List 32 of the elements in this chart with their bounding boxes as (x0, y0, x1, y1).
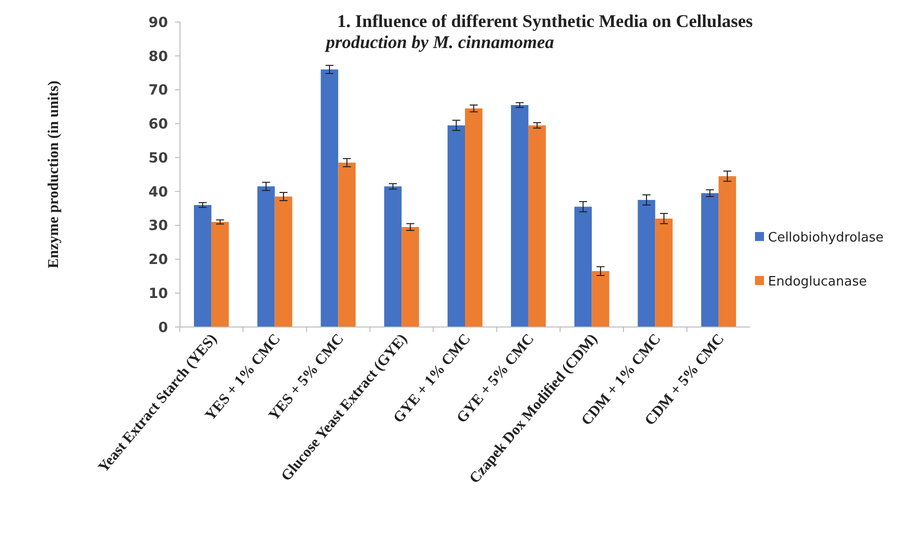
bar (194, 205, 212, 327)
bar (448, 125, 465, 327)
bar (257, 186, 275, 327)
y-tick-label: 70 (148, 82, 168, 99)
bar (638, 200, 656, 327)
y-tick-label: 0 (158, 320, 168, 336)
y-tick-label: 60 (148, 116, 168, 133)
bar (701, 193, 719, 327)
y-tick-label: 80 (148, 48, 168, 65)
bar (528, 125, 546, 327)
y-tick-label: 50 (148, 150, 168, 166)
bar (274, 196, 292, 327)
y-tick-label: 10 (148, 286, 168, 302)
legend-label: Cellobiohydrolase (768, 230, 884, 246)
y-tick-label: 20 (148, 252, 168, 268)
bar (592, 271, 610, 327)
bar (510, 105, 528, 327)
y-axis-title: Enzyme production (in units) (46, 80, 62, 268)
bar (384, 186, 402, 327)
bar (718, 176, 736, 327)
y-tick-label: 90 (148, 14, 168, 31)
bar (655, 218, 673, 327)
chart-title: 1. Influence of different Synthetic Media on Cellulases production by M. cinnamomea (324, 11, 753, 52)
bar (320, 69, 338, 327)
y-tick-label: 40 (148, 184, 168, 200)
bar (574, 206, 592, 327)
legend-label: Endoglucanase (768, 274, 867, 290)
y-tick-label: 30 (148, 218, 168, 234)
bar (338, 162, 356, 327)
bar (402, 227, 420, 327)
bar (211, 222, 229, 327)
bar (465, 108, 482, 327)
